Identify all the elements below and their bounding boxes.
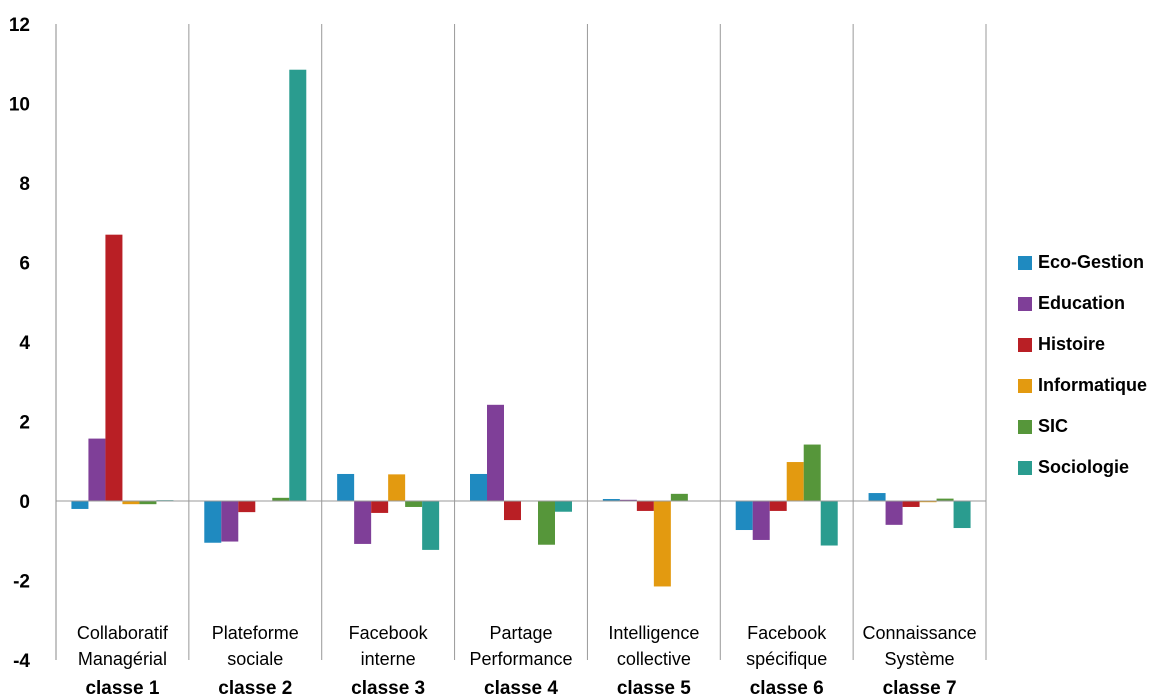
- bar-eco-gestion: [337, 473, 355, 501]
- bar-histoire: [769, 501, 787, 511]
- y-tick-label: 6: [19, 254, 30, 275]
- y-tick-label: 2: [19, 413, 30, 434]
- bar-histoire: [238, 501, 256, 513]
- legend-label: Eco-Gestion: [1038, 252, 1145, 272]
- bar-eco-gestion: [204, 501, 222, 543]
- category-label: Facebook: [747, 623, 827, 643]
- category-label: Managérial: [78, 649, 167, 669]
- legend-label: Sociologie: [1038, 457, 1130, 477]
- bar-sic: [272, 497, 290, 501]
- category-label: Partage: [489, 623, 552, 643]
- bar-education: [487, 404, 504, 501]
- bar-sic: [538, 501, 555, 545]
- bar-sociologie: [953, 501, 971, 529]
- bar-sic: [405, 501, 423, 507]
- y-tick-label: 4: [19, 333, 30, 354]
- class-label: classe 7: [883, 678, 957, 699]
- legend-swatch: [1018, 460, 1032, 475]
- y-tick-label: -2: [13, 572, 30, 593]
- class-label: classe 4: [484, 678, 558, 699]
- legend-swatch: [1018, 419, 1032, 434]
- bar-eco-gestion: [71, 501, 89, 509]
- bar-informatique: [653, 501, 671, 587]
- bar-sociologie: [820, 501, 838, 546]
- bar-education: [354, 501, 372, 544]
- bar-sociologie: [422, 501, 440, 550]
- y-tick-label: 0: [19, 492, 30, 513]
- chart-axes: [55, 24, 987, 660]
- bar-eco-gestion: [470, 473, 487, 501]
- class-label: classe 5: [617, 678, 691, 699]
- legend-swatch: [1018, 378, 1032, 393]
- legend-swatch: [1018, 255, 1032, 270]
- class-label: classe 1: [85, 678, 159, 699]
- bar-sociologie: [555, 501, 572, 512]
- chart-labels: 12 10 8 6 4 2 0 -2 -4 Collaboratif Managérial class…: [9, 15, 986, 699]
- bar-sociologie: [289, 69, 307, 502]
- y-tick-label: 10: [9, 95, 30, 116]
- category-label: sociale: [227, 649, 283, 669]
- bar-education: [619, 499, 637, 501]
- chart-bars: [71, 69, 971, 587]
- legend-item: Histoire: [1018, 324, 1147, 365]
- legend-item: Eco-Gestion: [1018, 242, 1147, 283]
- bar-informatique: [388, 474, 406, 501]
- class-label: classe 6: [750, 678, 824, 699]
- bar-histoire: [105, 234, 123, 502]
- bar-sic: [139, 501, 157, 505]
- category-label: Système: [885, 649, 955, 669]
- category-label: interne: [361, 649, 416, 669]
- bar-eco-gestion: [602, 499, 620, 501]
- bar-education: [752, 501, 770, 540]
- legend-item: Sociologie: [1018, 447, 1147, 488]
- legend-label: Histoire: [1038, 334, 1106, 354]
- bar-histoire: [636, 501, 654, 511]
- bar-informatique: [122, 501, 140, 505]
- legend-item: Education: [1018, 283, 1147, 324]
- bar-education: [221, 501, 239, 542]
- legend-swatch: [1018, 337, 1032, 352]
- category-label: Intelligence: [608, 623, 699, 643]
- bar-sic: [670, 493, 688, 501]
- bar-eco-gestion: [735, 501, 753, 531]
- class-label: classe 3: [351, 678, 425, 699]
- bar-informatique: [919, 501, 937, 503]
- bar-histoire: [902, 501, 920, 507]
- y-tick-label: 8: [19, 174, 30, 195]
- y-tick-label: -4: [13, 651, 30, 672]
- y-tick-label: 12: [9, 15, 30, 36]
- legend-swatch: [1018, 296, 1032, 311]
- category-label: collective: [617, 649, 691, 669]
- category-label: Performance: [469, 649, 572, 669]
- legend-label: SIC: [1038, 416, 1069, 436]
- bar-education: [885, 501, 903, 525]
- legend-label: Informatique: [1038, 375, 1148, 395]
- chart-legend: Eco-Gestion Education Histoire Informatique…: [1018, 242, 1147, 488]
- bar-sic: [936, 498, 954, 501]
- category-label: spécifique: [746, 649, 827, 669]
- bar-sic: [803, 444, 821, 501]
- bar-informatique: [786, 462, 804, 501]
- class-label: classe 2: [218, 678, 292, 699]
- category-label: Collaboratif: [77, 623, 169, 643]
- bar-histoire: [504, 501, 521, 521]
- bar-education: [88, 438, 106, 501]
- bar-eco-gestion: [868, 493, 886, 501]
- bar-histoire: [371, 501, 389, 513]
- category-label: Plateforme: [212, 623, 299, 643]
- category-label: Connaissance: [863, 623, 977, 643]
- legend-label: Education: [1038, 293, 1126, 313]
- category-label: Facebook: [349, 623, 429, 643]
- legend-item: SIC: [1018, 406, 1147, 447]
- legend-item: Informatique: [1018, 365, 1147, 406]
